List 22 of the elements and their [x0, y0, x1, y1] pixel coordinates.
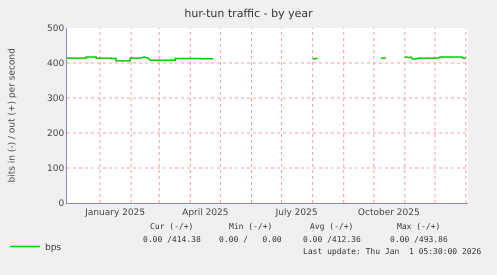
text: Cur (-/+)	[150, 222, 194, 231]
y-tick-label: 0	[58, 199, 64, 210]
y-tick-label: 200	[47, 129, 64, 140]
text: Avg (-/+)	[310, 222, 354, 231]
x-tick-label: April 2025	[182, 208, 229, 218]
legend-label: bps	[45, 243, 62, 254]
text: Min (-/+)	[229, 222, 272, 231]
y-tick-label: 300	[47, 94, 64, 104]
y-tick-label: 400	[47, 59, 64, 70]
chart-title: hur-tun traffic - by year	[184, 6, 314, 20]
x-tick-label: July 2025	[274, 208, 318, 218]
x-tick-label: October 2025	[358, 208, 420, 218]
y-axis-title: bits in (-) / out (+) per second	[8, 48, 18, 182]
y-tick-label: 500	[47, 24, 64, 34]
text: Max (-/+)	[397, 222, 440, 231]
x-tick-label: January 2025	[84, 208, 146, 218]
y-tick-label: 100	[47, 164, 64, 174]
text: 0.00 / 0.00	[219, 235, 282, 244]
text: 0.00 /414.38	[143, 235, 201, 244]
text: 0.00 /493.86	[390, 235, 448, 244]
text: Last update: Thu Jan 1 05:30:00 2026	[303, 247, 482, 256]
text: 0.00 /412.36	[303, 235, 361, 244]
